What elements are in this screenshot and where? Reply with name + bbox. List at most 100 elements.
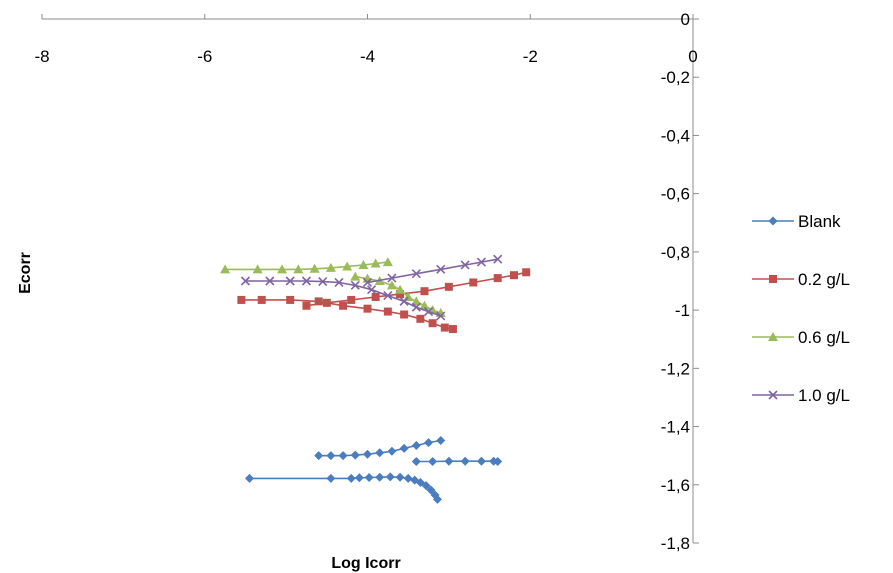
data-point xyxy=(265,276,275,286)
legend: Blank 0.2 g/L 0.6 g/L 1.0 g/L xyxy=(752,212,850,405)
y-tick-label: -1,8 xyxy=(661,534,690,553)
data-point xyxy=(350,280,360,290)
data-point xyxy=(350,450,360,460)
data-point xyxy=(432,494,442,504)
data-point xyxy=(411,440,421,450)
data-point xyxy=(347,295,356,304)
data-point xyxy=(396,290,405,299)
legend-marker xyxy=(768,390,778,400)
data-point xyxy=(509,271,518,280)
data-point xyxy=(342,261,353,271)
data-point xyxy=(493,274,502,283)
data-point xyxy=(395,472,405,482)
data-point xyxy=(436,436,446,446)
data-point xyxy=(375,472,385,482)
y-tick-label: -1,2 xyxy=(661,359,690,378)
data-point xyxy=(338,451,348,461)
data-point xyxy=(411,302,421,312)
legend-item-0: Blank xyxy=(752,212,841,231)
data-point xyxy=(363,449,372,459)
legend-item-2: 0.6 g/L xyxy=(752,328,850,347)
legend-label: 0.6 g/L xyxy=(798,328,850,347)
data-point xyxy=(386,280,397,290)
data-point xyxy=(428,456,438,466)
data-point xyxy=(277,264,288,274)
data-point xyxy=(285,276,295,286)
legend-label: 1.0 g/L xyxy=(798,386,850,405)
data-point xyxy=(237,295,246,304)
data-point xyxy=(245,473,255,483)
data-point xyxy=(220,264,231,274)
data-point xyxy=(364,473,374,482)
legend-marker xyxy=(768,332,778,341)
data-point xyxy=(395,284,406,294)
data-point xyxy=(420,287,429,296)
data-point xyxy=(444,456,454,466)
data-point xyxy=(399,296,409,306)
x-tick-label: -2 xyxy=(523,47,538,66)
legend-label: Blank xyxy=(798,212,841,231)
data-point xyxy=(358,259,369,269)
x-tick-label: -8 xyxy=(34,47,49,66)
plot-area xyxy=(220,254,531,504)
legend-marker xyxy=(769,275,777,283)
data-point xyxy=(476,456,486,466)
y-tick-label: -0,8 xyxy=(661,243,690,262)
legend-item-3: 1.0 g/L xyxy=(752,386,850,405)
series-0 xyxy=(245,436,503,504)
data-point xyxy=(354,473,364,483)
data-point xyxy=(286,295,295,304)
series-1 xyxy=(237,268,531,334)
data-point xyxy=(326,473,336,483)
data-point xyxy=(387,446,397,456)
data-point xyxy=(400,310,409,319)
data-point xyxy=(385,472,395,482)
data-point xyxy=(346,473,356,483)
data-point xyxy=(301,276,312,286)
data-point xyxy=(325,262,336,272)
data-point xyxy=(426,485,436,495)
data-point xyxy=(493,456,503,466)
data-point xyxy=(383,290,393,301)
data-point xyxy=(314,297,323,306)
data-point xyxy=(419,300,430,310)
data-point xyxy=(370,258,381,268)
axes: -8 -6 -4 -2 0 0 -0,2 -0,4 -0,6 -0,8 -1 -1,2 -1,4 -1,6… xyxy=(34,10,699,553)
data-point xyxy=(363,304,372,313)
data-point xyxy=(339,301,348,310)
data-point xyxy=(371,293,380,302)
data-point xyxy=(375,448,385,458)
y-tick-label: -0,6 xyxy=(661,185,690,204)
data-point xyxy=(460,260,470,270)
legend-marker xyxy=(768,216,778,226)
y-axis-title: Ecorr xyxy=(17,252,34,294)
data-point xyxy=(469,278,478,287)
series-line xyxy=(225,261,388,271)
data-point xyxy=(302,301,311,310)
data-point xyxy=(350,271,361,281)
data-point xyxy=(257,295,266,304)
data-point xyxy=(460,456,470,466)
data-point xyxy=(411,456,421,466)
data-point xyxy=(367,285,377,295)
y-tick-label: -1,6 xyxy=(661,476,690,495)
legend-item-1: 0.2 g/L xyxy=(752,270,850,289)
data-point xyxy=(428,319,437,328)
data-point xyxy=(493,254,503,264)
y-tick-label: 0 xyxy=(681,10,690,29)
data-point xyxy=(411,296,422,306)
y-tick-label: -1 xyxy=(675,301,690,320)
data-point xyxy=(293,264,304,274)
data-point xyxy=(240,276,251,286)
x-tick-label: -4 xyxy=(360,47,375,66)
data-point xyxy=(403,473,413,483)
data-point xyxy=(326,451,336,461)
data-point xyxy=(318,277,328,287)
data-point xyxy=(382,257,393,267)
data-point xyxy=(399,443,409,453)
data-point xyxy=(476,257,486,267)
data-point xyxy=(522,268,531,277)
data-point xyxy=(440,323,449,332)
data-point xyxy=(436,264,446,274)
